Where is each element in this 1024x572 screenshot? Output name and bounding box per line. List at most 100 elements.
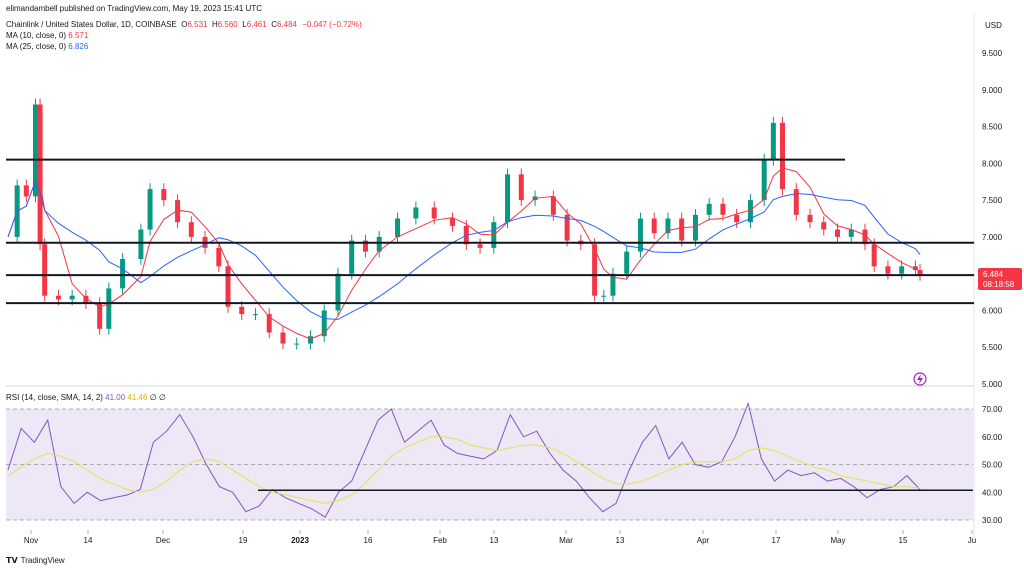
ma10-value: 6.571 [68, 31, 89, 40]
rsi-tick-label: 60.00 [982, 433, 1003, 442]
candle-body [912, 266, 918, 270]
rsi-tick-label: 30.00 [982, 516, 1003, 525]
candle-body [321, 310, 327, 337]
candle-body [138, 229, 144, 259]
candle-body [37, 104, 43, 245]
x-tick-label: Nov [24, 536, 38, 545]
y-tick-label: 8.500 [982, 123, 1003, 132]
candle-body [807, 214, 813, 223]
candle-body [450, 218, 456, 226]
candle-body [592, 244, 598, 296]
candle-body [601, 295, 607, 297]
candles-layer [14, 98, 923, 350]
candle-body [161, 189, 167, 201]
ohlc-close: C6.484 [271, 20, 297, 29]
candle-body [821, 222, 827, 230]
rsi-ma-value: 41.46 [127, 393, 148, 402]
candle-body [706, 203, 712, 215]
candle-body [335, 273, 341, 311]
candle-body [97, 303, 103, 329]
candle-body [55, 295, 61, 300]
ma10-legend: MA (10, close, 0) 6.571 [6, 31, 89, 40]
candle-body [747, 200, 753, 223]
levels-layer [6, 158, 974, 305]
y-tick-label: 9.500 [982, 49, 1003, 58]
lightning-icon[interactable] [913, 372, 927, 386]
tradingview-brand[interactable]: 𝗧𝗩 TradingView [6, 556, 65, 565]
candle-body [848, 229, 854, 237]
candle-body [862, 229, 868, 245]
ohlc-change: −0.047 (−0.72%) [302, 20, 362, 29]
axes-layer: 9.5009.0008.5008.0007.5007.0006.5006.000… [24, 49, 1003, 545]
candle-body [23, 185, 29, 197]
x-tick-label: 15 [899, 536, 908, 545]
candle-body [239, 306, 245, 315]
x-tick-label: 19 [239, 536, 248, 545]
x-tick-label: Mar [559, 536, 573, 545]
x-tick-label: 13 [616, 536, 625, 545]
candle-body [885, 266, 891, 274]
rsi-line [7, 401, 921, 518]
price-badge-value: 6.484 [983, 270, 1004, 279]
x-tick-label: Ju [968, 536, 976, 545]
candle-body [413, 207, 419, 219]
candle-body [83, 295, 89, 304]
candle-body [395, 218, 401, 237]
y-tick-label: 8.000 [982, 159, 1003, 168]
y-tick-label: 6.000 [982, 306, 1003, 315]
candle-body [637, 218, 643, 252]
candle-body [780, 122, 786, 190]
candle-body [362, 240, 368, 252]
candle-body [835, 229, 841, 237]
candle-body [106, 288, 112, 329]
x-tick-label: 13 [490, 536, 499, 545]
candle-body [120, 258, 126, 289]
candle-body [692, 214, 698, 241]
ma-layer [7, 167, 921, 340]
candle-body [734, 214, 740, 223]
y-tick-label: 9.000 [982, 86, 1003, 95]
candle-body [917, 269, 923, 275]
candle-body [770, 122, 776, 160]
candle-body [147, 189, 153, 230]
candle-body [720, 203, 726, 215]
x-tick-label: Feb [433, 536, 447, 545]
y-tick-label: 5.000 [982, 380, 1003, 389]
x-tick-label: May [830, 536, 845, 545]
rsi-layer [6, 401, 973, 521]
candle-body [431, 207, 437, 219]
x-tick-label: 16 [364, 536, 373, 545]
candle-body [175, 200, 181, 223]
x-tick-label: 14 [84, 536, 93, 545]
currency-label: USD [985, 21, 1002, 30]
publisher-line: elimandambell published on TradingView.c… [6, 4, 262, 13]
rsi-ma-line [7, 436, 921, 504]
candle-body [266, 314, 272, 333]
rsi-legend: RSI (14, close, SMA, 14, 2) 41.00 41.46 … [6, 393, 166, 402]
candle-body [550, 196, 556, 215]
candle-body [761, 159, 767, 201]
x-tick-label: 2023 [291, 536, 309, 545]
candle-body [376, 236, 382, 252]
candle-body [665, 218, 671, 234]
symbol-name: Chainlink / United States Dollar, 1D, CO… [6, 20, 177, 29]
candle-body [477, 244, 483, 248]
candle-body [624, 251, 630, 274]
candle-body [793, 189, 799, 215]
candle-body [252, 314, 258, 316]
y-tick-label: 7.500 [982, 196, 1003, 205]
candle-body [69, 295, 75, 300]
y-tick-label: 7.000 [982, 233, 1003, 242]
candle-body [225, 266, 231, 307]
rsi-tick-label: 40.00 [982, 488, 1003, 497]
symbol-legend: Chainlink / United States Dollar, 1D, CO… [6, 20, 362, 29]
candle-body [564, 214, 570, 241]
candle-body [280, 332, 286, 344]
price-badge-bg [978, 268, 1022, 290]
candle-body [188, 222, 194, 237]
ma25-legend: MA (25, close, 0) 6.826 [6, 42, 89, 51]
rsi-tick-label: 70.00 [982, 405, 1003, 414]
x-tick-label: Apr [697, 536, 710, 545]
x-tick-label: Dec [156, 536, 170, 545]
